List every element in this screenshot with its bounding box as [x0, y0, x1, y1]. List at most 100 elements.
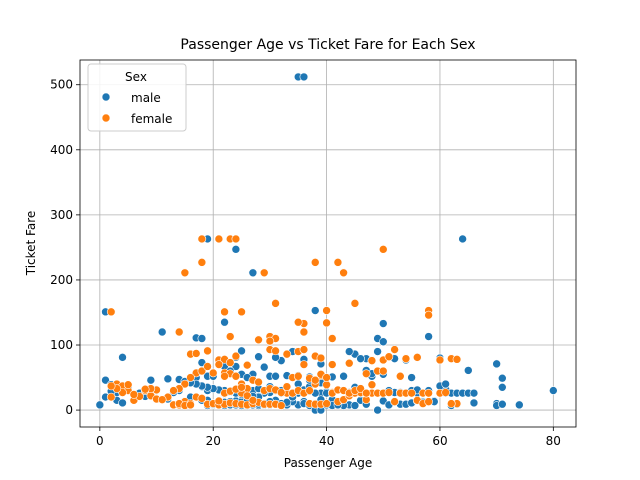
data-point-male	[220, 317, 229, 327]
data-point-male	[231, 245, 241, 254]
data-point-female	[220, 371, 229, 381]
data-point-female	[390, 345, 399, 354]
data-point-female	[378, 366, 388, 376]
legend-marker-female	[101, 113, 111, 123]
data-point-female	[452, 355, 462, 364]
data-point-female	[384, 352, 394, 362]
data-point-male	[299, 72, 309, 82]
data-point-male	[344, 347, 354, 356]
data-point-female	[310, 375, 320, 385]
data-point-female	[191, 349, 201, 358]
data-point-female	[123, 380, 133, 390]
data-point-female	[367, 356, 377, 365]
data-point-female	[174, 327, 184, 337]
data-point-female	[316, 353, 326, 363]
data-point-male	[378, 337, 388, 347]
data-point-female	[322, 399, 331, 408]
data-point-female	[140, 384, 150, 394]
data-point-female	[197, 366, 207, 376]
plot-frame	[79, 59, 577, 428]
data-point-female	[242, 391, 252, 401]
data-point-female	[401, 354, 411, 363]
data-point-female	[237, 383, 246, 392]
data-point-female	[435, 355, 445, 365]
x-tick-label: 60	[432, 434, 447, 448]
data-point-female	[293, 317, 303, 327]
data-point-male	[310, 306, 320, 315]
data-point-female	[350, 299, 360, 308]
data-point-female	[322, 380, 331, 390]
data-point-male	[469, 388, 479, 398]
data-point-male	[515, 400, 524, 410]
data-point-male	[237, 346, 246, 356]
x-axis-ticks: 0 20 40 60 80	[96, 427, 561, 448]
data-point-male	[498, 383, 507, 392]
data-point-female	[322, 306, 331, 315]
y-axis-label: Ticket Fare	[24, 211, 38, 277]
data-point-female	[390, 397, 399, 406]
data-point-female	[203, 346, 212, 356]
data-point-female	[197, 258, 207, 267]
data-point-female	[322, 318, 331, 328]
data-point-female	[248, 396, 258, 405]
y-tick-label: 200	[50, 273, 73, 287]
data-point-female	[367, 380, 377, 390]
data-point-male	[339, 371, 348, 381]
data-point-female	[197, 234, 207, 244]
data-point-female	[322, 373, 331, 382]
y-tick-label: 300	[50, 208, 73, 222]
data-point-female	[356, 384, 365, 393]
data-point-female	[361, 388, 371, 398]
data-point-female	[424, 310, 433, 320]
data-point-male	[197, 334, 207, 343]
data-point-female	[265, 336, 275, 346]
data-point-male	[498, 373, 507, 383]
data-point-male	[118, 353, 127, 362]
x-tick-label: 0	[96, 434, 104, 448]
data-point-female	[282, 349, 292, 359]
data-point-female	[344, 358, 354, 368]
x-tick-label: 40	[319, 434, 334, 448]
data-point-male	[146, 375, 156, 385]
legend: Sex male female	[87, 63, 187, 132]
data-point-female	[231, 234, 241, 244]
data-point-female	[276, 401, 286, 410]
data-point-female	[407, 388, 416, 398]
legend-box	[87, 63, 187, 132]
data-point-male	[271, 371, 280, 381]
data-point-female	[384, 388, 394, 397]
data-point-male	[356, 354, 365, 363]
data-point-male	[407, 373, 416, 382]
y-tick-label: 500	[50, 78, 73, 92]
data-point-female	[254, 377, 263, 387]
data-point-male	[163, 374, 173, 384]
data-point-female	[254, 335, 263, 345]
data-point-male	[157, 327, 167, 337]
data-point-female	[327, 334, 337, 343]
data-point-female	[186, 373, 195, 382]
data-points	[95, 72, 558, 415]
x-axis-label: Passenger Age	[284, 456, 373, 470]
data-point-male	[373, 405, 382, 415]
legend-marker-male	[101, 92, 111, 102]
data-point-female	[271, 346, 280, 356]
data-point-female	[180, 379, 190, 389]
y-axis-ticks: 0 100 200 300 400 500	[50, 78, 80, 417]
data-point-male	[424, 332, 433, 341]
data-point-female	[310, 258, 320, 267]
data-point-female	[214, 360, 224, 369]
data-point-female	[299, 327, 309, 337]
data-point-female	[169, 386, 178, 395]
data-point-female	[424, 397, 433, 406]
data-point-female	[333, 258, 343, 267]
data-point-female	[282, 382, 292, 391]
data-point-female	[106, 307, 116, 317]
data-point-female	[225, 332, 235, 341]
data-point-female	[361, 369, 371, 378]
data-point-female	[424, 388, 433, 398]
data-point-male	[373, 347, 382, 356]
data-point-female	[446, 399, 456, 408]
data-point-female	[203, 362, 212, 371]
grid-lines	[80, 60, 576, 427]
data-point-female	[441, 388, 450, 397]
